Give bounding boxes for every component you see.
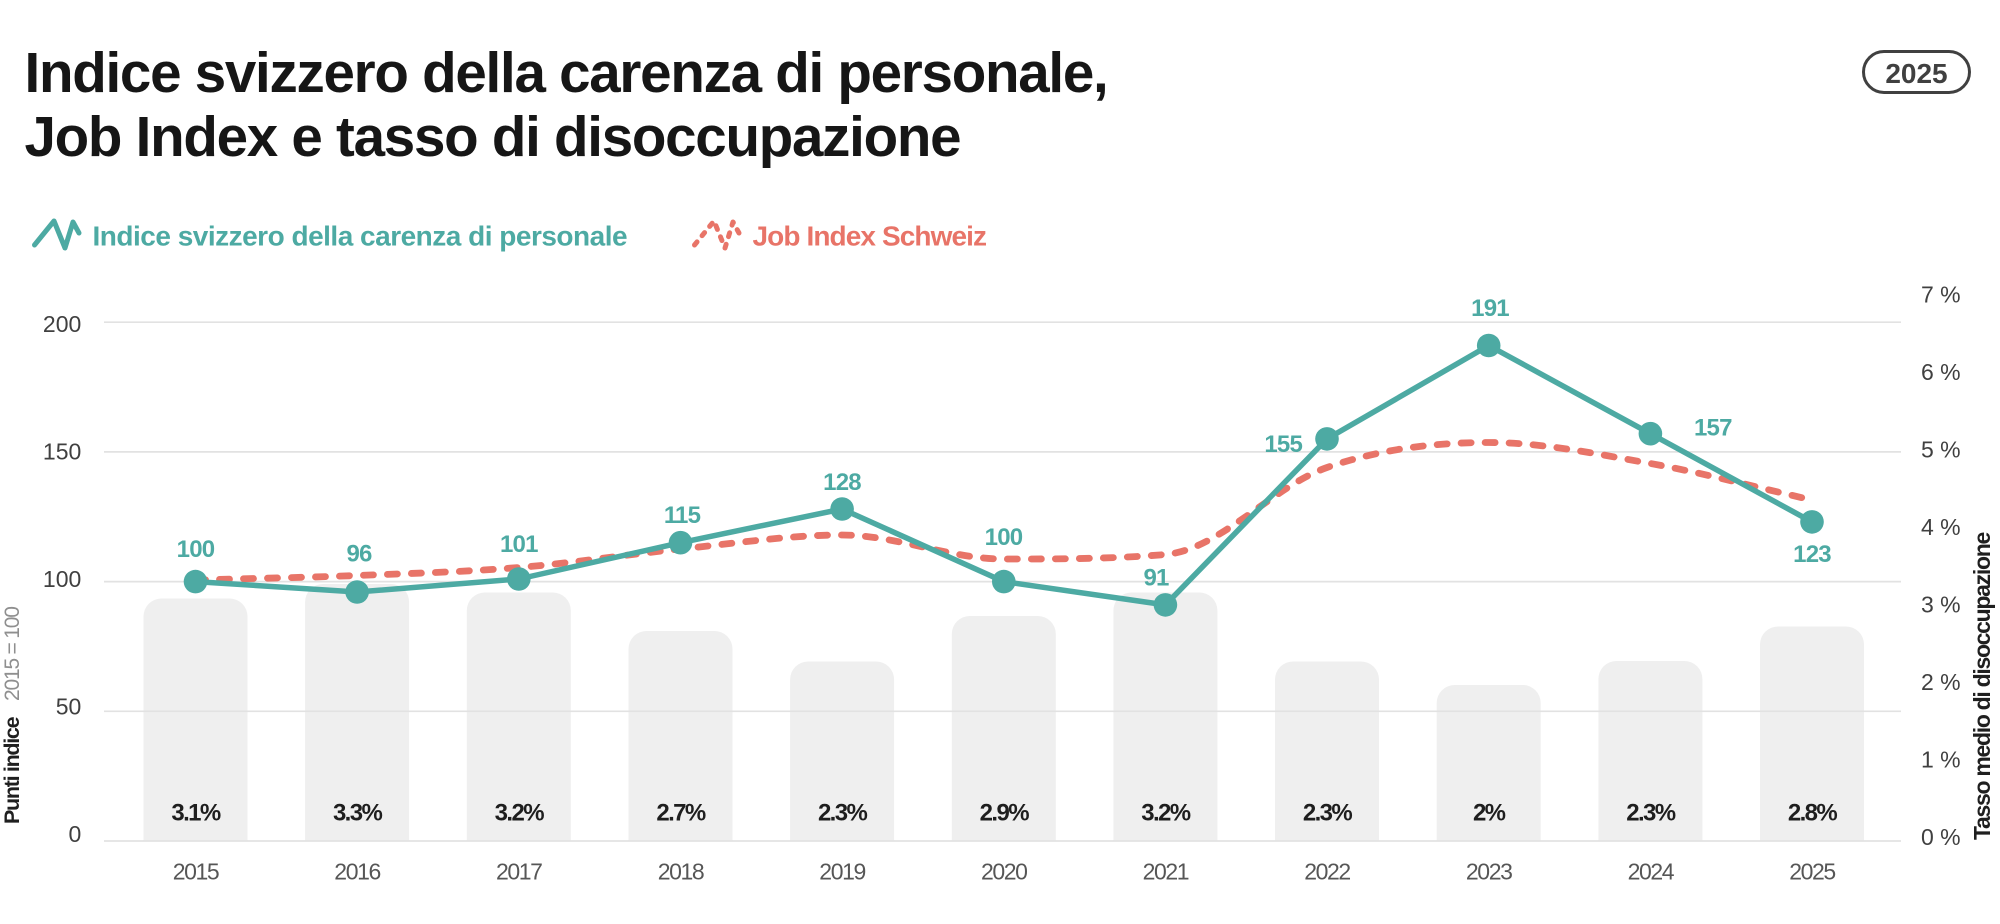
svg-text:Indice svizzero della carenza: Indice svizzero della carenza di persona… bbox=[25, 41, 1108, 104]
svg-text:Punti indice: Punti indice bbox=[0, 716, 24, 824]
svg-text:0 %: 0 % bbox=[1921, 824, 1961, 850]
svg-text:2.9%: 2.9% bbox=[980, 800, 1030, 827]
svg-text:2.3%: 2.3% bbox=[1303, 800, 1353, 827]
svg-text:3.3%: 3.3% bbox=[333, 800, 383, 827]
svg-text:2016: 2016 bbox=[334, 859, 380, 885]
svg-text:157: 157 bbox=[1694, 415, 1732, 442]
svg-text:96: 96 bbox=[346, 541, 372, 568]
svg-text:Tasso medio di disoccupazione: Tasso medio di disoccupazione bbox=[1969, 533, 1995, 840]
svg-text:2.7%: 2.7% bbox=[656, 800, 706, 827]
svg-text:2%: 2% bbox=[1473, 800, 1506, 827]
svg-text:Job Index Schweiz: Job Index Schweiz bbox=[753, 221, 987, 252]
svg-text:Indice svizzero della carenza: Indice svizzero della carenza di persona… bbox=[93, 221, 628, 252]
svg-text:2023: 2023 bbox=[1466, 859, 1512, 885]
svg-text:100: 100 bbox=[985, 524, 1023, 551]
svg-text:100: 100 bbox=[43, 566, 81, 592]
svg-text:123: 123 bbox=[1793, 541, 1831, 568]
svg-text:5 %: 5 % bbox=[1921, 437, 1961, 463]
svg-text:2.3%: 2.3% bbox=[818, 800, 868, 827]
svg-text:128: 128 bbox=[823, 469, 861, 496]
svg-text:7 %: 7 % bbox=[1921, 282, 1961, 308]
svg-text:2015: 2015 bbox=[173, 859, 219, 885]
svg-text:1 %: 1 % bbox=[1921, 747, 1961, 773]
svg-text:4 %: 4 % bbox=[1921, 514, 1961, 540]
svg-text:3.1%: 3.1% bbox=[171, 800, 221, 827]
svg-text:200: 200 bbox=[43, 311, 81, 337]
svg-text:100: 100 bbox=[177, 536, 215, 563]
svg-text:2024: 2024 bbox=[1628, 859, 1675, 885]
svg-text:3.2%: 3.2% bbox=[495, 800, 545, 827]
svg-text:2021: 2021 bbox=[1143, 859, 1189, 885]
svg-text:2015 = 100: 2015 = 100 bbox=[1, 607, 24, 701]
svg-text:2018: 2018 bbox=[658, 859, 704, 885]
svg-text:2025: 2025 bbox=[1789, 859, 1835, 885]
svg-text:2.8%: 2.8% bbox=[1788, 800, 1838, 827]
svg-text:3 %: 3 % bbox=[1921, 592, 1961, 618]
svg-text:0: 0 bbox=[69, 821, 82, 847]
svg-text:2020: 2020 bbox=[981, 859, 1027, 885]
svg-text:155: 155 bbox=[1264, 431, 1302, 458]
svg-text:3.2%: 3.2% bbox=[1141, 800, 1191, 827]
svg-text:101: 101 bbox=[500, 531, 538, 558]
svg-text:6 %: 6 % bbox=[1921, 359, 1961, 385]
svg-text:2017: 2017 bbox=[496, 859, 542, 885]
svg-text:150: 150 bbox=[43, 439, 81, 465]
svg-text:2019: 2019 bbox=[819, 859, 865, 885]
svg-text:91: 91 bbox=[1143, 565, 1169, 592]
svg-text:2025: 2025 bbox=[1885, 58, 1947, 89]
svg-text:115: 115 bbox=[664, 502, 701, 529]
svg-text:2022: 2022 bbox=[1304, 859, 1350, 885]
svg-text:50: 50 bbox=[56, 694, 82, 720]
svg-text:Job Index e tasso di disoccupa: Job Index e tasso di disoccupazione bbox=[25, 105, 961, 168]
svg-text:191: 191 bbox=[1471, 295, 1509, 322]
svg-text:2 %: 2 % bbox=[1921, 669, 1961, 695]
svg-text:2.3%: 2.3% bbox=[1626, 800, 1676, 827]
